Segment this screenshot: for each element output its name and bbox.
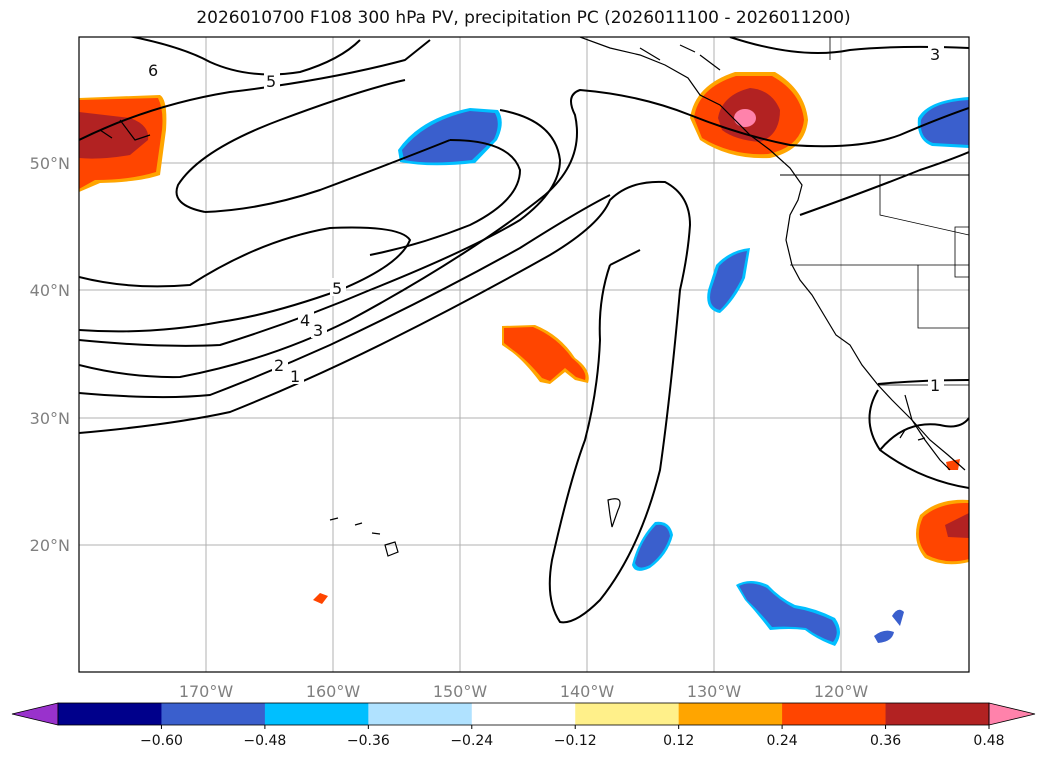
contour-label: 4 xyxy=(300,311,310,330)
lat-label: 30°N xyxy=(30,409,70,428)
colorbar: −0.60 −0.48 −0.36 −0.24 −0.12 0.12 0.24 0.36 0.4… xyxy=(11,702,1036,749)
colorbar-tick-label: −0.60 xyxy=(140,733,183,749)
precip-positive-spot xyxy=(313,593,328,604)
precip-negative-southeast xyxy=(736,581,904,646)
lat-label: 50°N xyxy=(30,154,70,173)
colorbar-segment xyxy=(678,703,783,725)
map-frame xyxy=(78,36,970,673)
colorbar-extend-min xyxy=(11,702,59,726)
precip-anomaly-fields xyxy=(79,72,969,646)
precip-positive-southeast xyxy=(916,499,969,565)
longitude-labels: 170°W 160°W 150°W 140°W 130°W 120°W xyxy=(179,682,869,701)
colorbar-border xyxy=(57,702,990,726)
lon-label: 160°W xyxy=(306,682,361,701)
contour-label: 3 xyxy=(930,45,940,64)
colorbar-segment xyxy=(575,703,680,725)
colorbar-segment xyxy=(368,703,473,725)
contour-label: 6 xyxy=(148,61,158,80)
precip-negative-coast xyxy=(707,248,750,313)
colorbar-tick-label: 0.48 xyxy=(973,733,1004,749)
colorbar-tick-label: −0.48 xyxy=(243,733,286,749)
lon-label: 130°W xyxy=(687,682,742,701)
lat-label: 40°N xyxy=(30,281,70,300)
precip-negative-northeast xyxy=(917,97,969,148)
contour-label: 2 xyxy=(274,356,284,375)
colorbar-tick-label: −0.12 xyxy=(554,733,597,749)
precip-negative-south xyxy=(632,521,673,571)
colorbar-tick-label: −0.24 xyxy=(450,733,493,749)
lat-label: 20°N xyxy=(30,536,70,555)
map-title: 2026010700 F108 300 hPa PV, precipitatio… xyxy=(196,8,851,28)
coastlines xyxy=(99,37,969,557)
contour-labels: 6 5 3 5 4 3 2 1 1 xyxy=(146,45,944,395)
colorbar-tick-label: 0.36 xyxy=(870,733,901,749)
contour-label: 1 xyxy=(930,376,940,395)
colorbar-segment xyxy=(471,703,576,725)
precip-positive-west xyxy=(79,95,167,192)
lon-label: 140°W xyxy=(560,682,615,701)
precip-positive-bc xyxy=(690,72,808,159)
colorbar-tick-label: 0.12 xyxy=(663,733,694,749)
pv-contours xyxy=(79,37,969,624)
colorbar-segment xyxy=(58,703,162,725)
contour-label: 5 xyxy=(266,72,276,91)
gridlines xyxy=(79,37,969,672)
colorbar-segment xyxy=(782,703,887,725)
precip-negative-north xyxy=(398,108,502,166)
lon-label: 120°W xyxy=(814,682,869,701)
lon-label: 170°W xyxy=(179,682,234,701)
colorbar-tick-label: −0.36 xyxy=(347,733,390,749)
contour-label: 5 xyxy=(332,279,342,298)
colorbar-segment xyxy=(885,703,990,725)
colorbar-extend-max xyxy=(988,702,1036,726)
latitude-labels: 50°N 40°N 30°N 20°N xyxy=(30,154,70,555)
colorbar-segment xyxy=(161,703,266,725)
precip-positive-central xyxy=(502,325,589,384)
colorbar-tick-label: 0.24 xyxy=(767,733,798,749)
colorbar-segment xyxy=(264,703,369,725)
contour-label: 1 xyxy=(290,367,300,386)
contour-label: 3 xyxy=(313,321,323,340)
lon-label: 150°W xyxy=(433,682,488,701)
